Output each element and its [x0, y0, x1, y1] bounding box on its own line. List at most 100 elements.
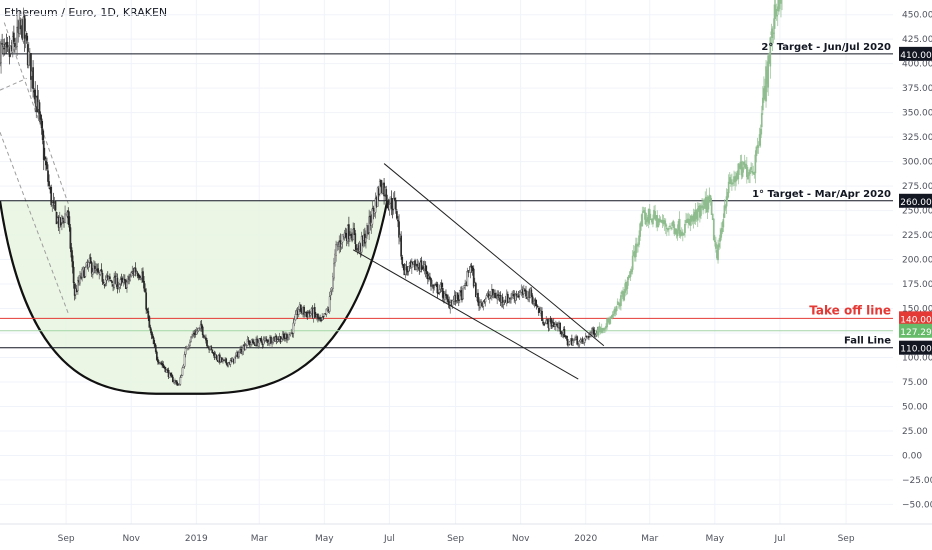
candle-body — [365, 237, 367, 243]
candle-body — [339, 240, 342, 246]
candle-body — [410, 262, 413, 268]
level-badge-text: 260.00 — [900, 198, 932, 208]
projection-candle-body — [676, 230, 679, 237]
candle-body — [360, 236, 363, 253]
projection-candle-body — [737, 163, 740, 180]
candle-body — [163, 365, 166, 369]
candle-body — [397, 219, 399, 222]
dashed-trendline — [0, 77, 27, 91]
projection-candle-body — [638, 235, 640, 245]
candle-body — [535, 304, 538, 306]
candle-body — [536, 305, 539, 308]
projection-candle-body — [765, 66, 767, 102]
candle-body — [420, 260, 423, 270]
projection-candle-body — [715, 242, 717, 249]
candle-body — [333, 263, 335, 279]
candle-body — [189, 342, 191, 346]
level-badge — [899, 340, 932, 355]
projection-candle-body — [702, 205, 704, 211]
candle-body — [48, 181, 50, 186]
candle-body — [252, 340, 254, 343]
candle-body — [552, 322, 555, 327]
pair-title: Ethereum / Euro, 1D, KRAKEN — [4, 6, 168, 19]
level-labels: 2° Target - Jun/Jul 2020 410.00 1° Target … — [752, 42, 932, 355]
candle-body — [69, 227, 72, 249]
candle-body — [229, 360, 232, 365]
projection-candle-body — [689, 219, 692, 226]
candle-body — [588, 336, 590, 338]
candle-body — [71, 255, 74, 268]
candle-body — [445, 294, 447, 296]
projection-candle-body — [644, 212, 647, 225]
candle-body — [105, 276, 108, 281]
candle-body — [64, 213, 66, 223]
candle-body — [573, 339, 575, 341]
candle-body — [482, 301, 485, 307]
y-tick-label: 25.00 — [902, 427, 928, 437]
projection-candle-body — [722, 219, 725, 228]
candle-body — [444, 293, 446, 300]
candle-body — [405, 266, 408, 271]
projection-candle-body — [678, 219, 681, 236]
price-axis[interactable]: 450.00 425.00 400.00 375.00 350.00 325.00 300.… — [902, 11, 932, 511]
candle-body — [62, 217, 64, 220]
candle-body — [288, 334, 290, 340]
candle-body — [349, 235, 351, 240]
candle-body — [116, 277, 119, 290]
x-tick-label: 2020 — [574, 534, 597, 544]
y-tick-label: −50.00 — [902, 500, 932, 510]
projection-candle-body — [668, 227, 670, 230]
candle-body — [187, 344, 190, 348]
candle-body — [463, 285, 465, 288]
y-tick-label: 275.00 — [902, 182, 932, 192]
projection-candle-body — [631, 255, 634, 270]
projection-candle-body — [652, 218, 654, 225]
candle-body — [556, 323, 558, 326]
projection-candle-body — [637, 244, 639, 247]
candle-body — [211, 349, 214, 353]
candle-body — [501, 296, 504, 303]
candlestick-series — [0, 7, 599, 387]
candle-body — [90, 262, 93, 274]
candle-body — [25, 32, 28, 41]
candle-body — [200, 323, 203, 328]
candle-body — [205, 337, 207, 341]
candle-body — [190, 336, 192, 342]
candle-body — [429, 276, 431, 280]
candle-body — [456, 292, 459, 299]
projection-candle-body — [700, 205, 702, 216]
candle-body — [369, 215, 372, 225]
projection-candle-body — [727, 181, 730, 194]
y-tick-label: 450.00 — [902, 11, 932, 21]
candle-body — [180, 375, 183, 378]
candle-body — [143, 280, 145, 289]
candle-body — [154, 345, 157, 352]
time-axis[interactable]: Sep Nov 2019 Mar May Jul Sep Nov 2020 Mar May Jul Se… — [0, 523, 932, 544]
candle-body — [280, 338, 283, 342]
projection-candle-body — [684, 223, 686, 234]
projection-candle-body — [657, 220, 660, 228]
candle-body — [138, 275, 141, 279]
channel-lower-line — [352, 249, 579, 380]
candle-body — [488, 295, 491, 299]
candle-body — [68, 216, 71, 228]
projection-candle-body — [641, 213, 644, 227]
candle-body — [34, 89, 37, 104]
candle-body — [106, 275, 109, 277]
candle-body — [549, 318, 552, 322]
projection-candle-body — [775, 14, 778, 17]
candle-body — [451, 300, 454, 306]
channel-upper-line — [383, 163, 605, 347]
candle-body — [430, 278, 432, 287]
projection-candle-body — [603, 328, 605, 331]
candle-body — [307, 312, 310, 318]
projection-candle-body — [769, 37, 772, 67]
candle-body — [201, 326, 204, 336]
candle-body — [40, 118, 43, 129]
candle-body — [70, 247, 73, 258]
candle-body — [101, 273, 104, 282]
candle-body — [72, 266, 75, 283]
candle-body — [135, 271, 138, 274]
candle-body — [385, 189, 388, 201]
